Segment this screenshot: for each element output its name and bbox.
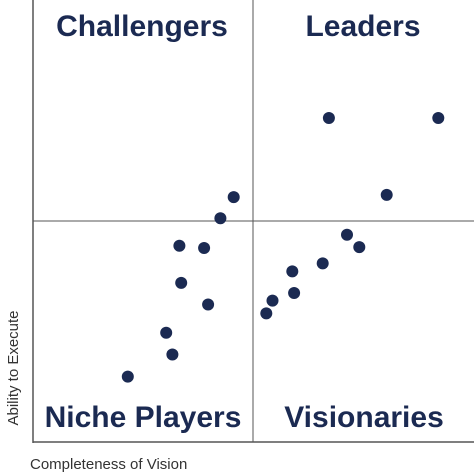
data-point-9: [227, 191, 240, 204]
data-point-11: [266, 294, 279, 307]
data-point-16: [341, 228, 353, 241]
data-point-4: [175, 276, 188, 289]
x-axis-label: Completeness of Vision: [30, 456, 187, 473]
data-point-12: [288, 287, 301, 299]
data-point-19: [432, 112, 445, 124]
data-point-2: [166, 348, 179, 361]
data-point-14: [316, 257, 329, 270]
data-point-3: [160, 326, 173, 339]
data-point-7: [198, 242, 211, 254]
data-point-6: [202, 298, 215, 311]
data-points: [121, 112, 445, 383]
quadrant-frame: [32, 0, 474, 443]
data-point-17: [380, 188, 393, 201]
quadrant-label-leaders: Leaders: [305, 10, 420, 43]
quadrant-label-niche-players: Niche Players: [45, 401, 242, 434]
data-point-10: [260, 307, 273, 320]
data-point-18: [322, 112, 335, 124]
data-point-8: [214, 212, 227, 225]
data-point-5: [173, 239, 186, 252]
quadrant-label-challengers: Challengers: [56, 10, 228, 43]
data-point-15: [353, 241, 366, 254]
data-point-1: [121, 370, 134, 383]
data-point-13: [286, 265, 299, 278]
y-axis-label: Ability to Execute: [5, 310, 22, 425]
quadrant-label-visionaries: Visionaries: [284, 401, 444, 434]
